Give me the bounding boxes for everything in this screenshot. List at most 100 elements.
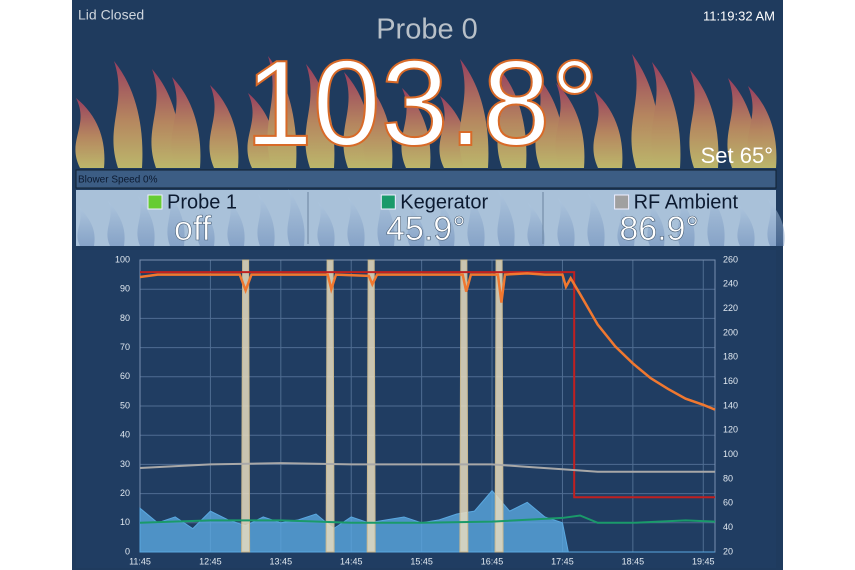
flame	[459, 59, 489, 168]
flames	[75, 54, 777, 168]
x-tick-label: 19:45	[692, 556, 715, 566]
probe-name: RF Ambient	[634, 191, 739, 213]
probe-name: Probe 1	[167, 191, 237, 213]
flame	[555, 83, 585, 168]
blue-flame	[587, 193, 605, 246]
blue-flame	[497, 190, 515, 246]
blower-bar	[75, 169, 777, 189]
series-line	[139, 272, 716, 411]
x-tick-label: 15:45	[410, 556, 433, 566]
probe-value: 45.9°	[386, 210, 466, 248]
flame	[593, 91, 623, 168]
x-tick-label: 16:45	[481, 556, 504, 566]
lid-status: Lid Closed	[78, 7, 144, 23]
x-tick-label: 14:45	[340, 556, 363, 566]
blue-flame	[437, 200, 455, 246]
y2-tick-label: 20	[723, 546, 733, 556]
blue-flame	[737, 204, 755, 246]
blue-flame	[107, 201, 125, 246]
lid-open-pulse	[241, 259, 251, 553]
y2-tick-label: 160	[723, 376, 738, 386]
blue-flame	[137, 196, 155, 246]
blue-flame	[347, 197, 365, 246]
lid-open-pulse	[325, 259, 335, 553]
blue-flame	[677, 196, 695, 246]
chart-background	[76, 250, 776, 568]
probe-color	[614, 194, 630, 210]
flame	[267, 56, 297, 168]
y-tick-label: 40	[120, 430, 130, 440]
flame	[171, 77, 201, 168]
flame	[401, 88, 431, 168]
y2-tick-label: 220	[723, 303, 738, 313]
probe-color	[147, 194, 163, 210]
probe-name: Kegerator	[400, 191, 488, 213]
lid-open-pulse	[494, 259, 504, 553]
probe-value: off	[174, 210, 212, 248]
y2-tick-label: 120	[723, 425, 738, 435]
probe-color	[380, 194, 396, 210]
lid-open-pulse	[459, 259, 469, 553]
flame	[651, 62, 681, 168]
flame	[209, 85, 239, 168]
flame	[747, 86, 777, 168]
probe-temperature: 103.8°	[245, 35, 599, 171]
blue-flame	[317, 202, 335, 246]
y-tick-label: 10	[120, 517, 130, 527]
flame	[305, 64, 335, 168]
blue-flame	[227, 199, 245, 246]
series-line	[140, 271, 715, 499]
y-tick-label: 90	[120, 284, 130, 294]
y2-tick-label: 100	[723, 449, 738, 459]
flame	[497, 67, 527, 168]
y-tick-label: 0	[125, 546, 130, 556]
x-tick-label: 18:45	[622, 556, 645, 566]
y-tick-label: 20	[120, 488, 130, 498]
blue-flame	[287, 189, 305, 246]
series-line	[139, 514, 716, 524]
blue-flame	[257, 194, 275, 246]
flame	[363, 80, 393, 168]
series-line	[139, 462, 715, 473]
y2-tick-label: 60	[723, 498, 733, 508]
y2-tick-label: 40	[723, 522, 733, 532]
y2-tick-label: 80	[723, 473, 733, 483]
blue-flame	[557, 198, 575, 246]
blue-flame	[167, 191, 185, 246]
flame	[113, 61, 143, 168]
y2-tick-label: 200	[723, 327, 738, 337]
blue-flame	[527, 203, 545, 246]
y-tick-label: 30	[120, 459, 130, 469]
x-tick-label: 17:45	[551, 556, 574, 566]
blower-speed: Blower Speed 0%	[78, 175, 158, 186]
blue-flame	[767, 199, 785, 246]
blue-flame	[617, 206, 635, 246]
y-tick-label: 70	[120, 342, 130, 352]
clock: 11:19:32 AM	[703, 8, 775, 23]
y-tick-label: 50	[120, 400, 130, 410]
y2-tick-label: 140	[723, 400, 738, 410]
setpoint: Set 65°	[701, 143, 773, 168]
probe-value: 86.9°	[619, 210, 699, 248]
chart: 0 10 20 30 40 50 60 70 80 90 100 20 40 60 80 100 120 140 1…	[115, 254, 738, 566]
blue-flame	[197, 204, 215, 246]
blue-flame	[407, 205, 425, 246]
y2-tick-label: 240	[723, 279, 738, 289]
blue-flame	[647, 201, 665, 246]
y-tick-label: 60	[120, 371, 130, 381]
flame	[689, 70, 719, 168]
probe-title: Probe 0	[376, 14, 478, 46]
blue-flame	[77, 206, 95, 246]
lid-open-pulse	[366, 259, 376, 553]
y2-tick-label: 260	[723, 254, 738, 264]
x-tick-label: 13:45	[270, 556, 293, 566]
blue-flame	[707, 191, 725, 246]
x-tick-label: 11:45	[129, 556, 151, 566]
flame	[75, 98, 105, 168]
x-tick-label: 12:45	[199, 556, 222, 566]
y2-tick-label: 180	[723, 352, 738, 362]
y-tick-label: 80	[120, 313, 130, 323]
blue-flame	[467, 195, 485, 246]
